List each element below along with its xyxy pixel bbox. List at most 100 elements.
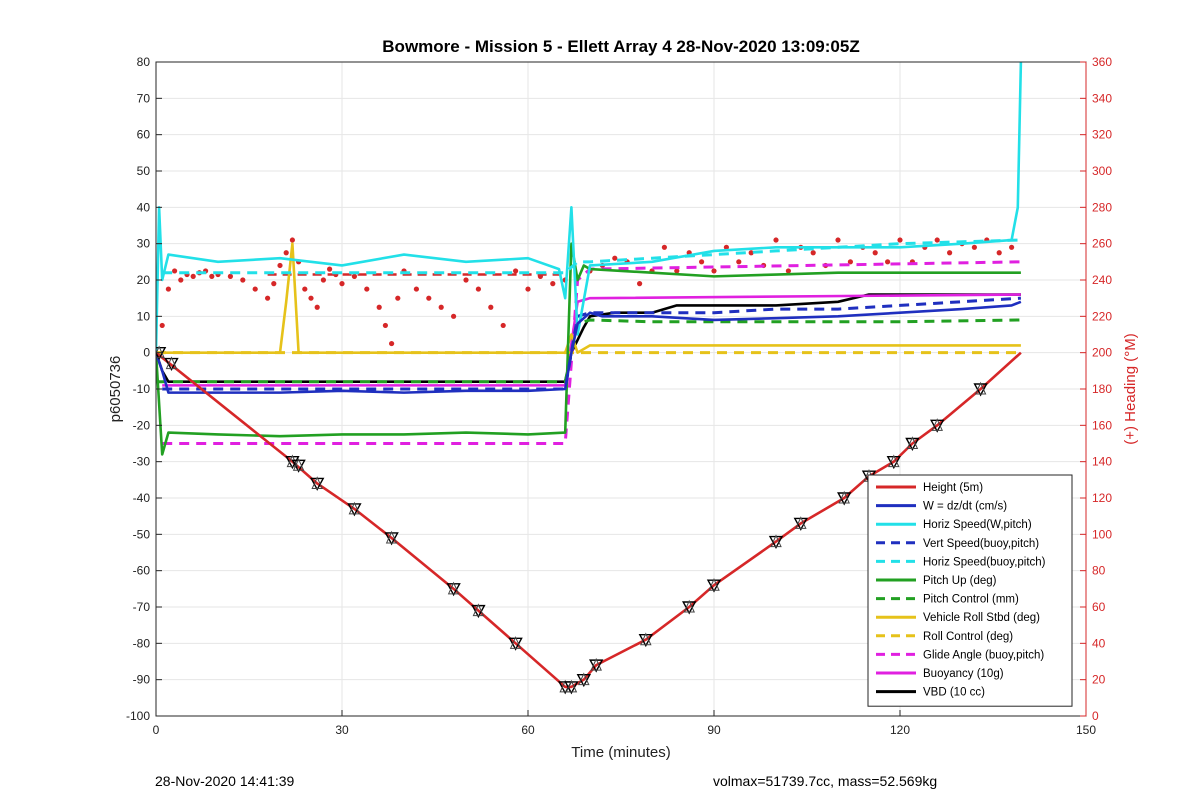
heading-point xyxy=(947,250,953,256)
heading-point xyxy=(159,322,165,329)
heading-point xyxy=(265,295,271,301)
heading-point xyxy=(302,286,308,292)
height-marker-inverse xyxy=(509,636,522,649)
heading-point xyxy=(736,259,742,265)
heading-point xyxy=(674,268,680,274)
y-tick-label: 0 xyxy=(143,346,150,360)
legend: Height (5m) W = dz/dt (cm/s) Horiz Speed(W… xyxy=(867,474,1073,707)
height-marker-inverse xyxy=(286,454,299,468)
heading-point xyxy=(289,237,295,243)
y2-tick-label: 40 xyxy=(1092,636,1106,650)
height-marker-inverse xyxy=(640,632,652,646)
heading-point xyxy=(637,281,643,287)
height-marker-inverse xyxy=(708,577,720,591)
height-marker-inverse xyxy=(795,516,807,529)
height-marker-inverse xyxy=(683,599,695,613)
heading-point xyxy=(463,277,469,283)
height-marker-inverse xyxy=(906,436,919,449)
y-tick-label: 50 xyxy=(137,164,151,178)
y-tick-label: -40 xyxy=(133,491,151,505)
heading-point xyxy=(550,281,556,287)
axes-layer: 0 30 60 90 120 15080706050403020100-10-20-30-… xyxy=(126,55,1112,737)
heading-point xyxy=(178,277,184,283)
y2-tick-label: 340 xyxy=(1092,91,1112,105)
series-line-2 xyxy=(156,300,1022,394)
legend-label: VBD (10 cc) xyxy=(923,687,985,699)
heading-point xyxy=(699,259,705,265)
series-line-5 xyxy=(162,238,1021,275)
series-group xyxy=(156,62,1023,695)
y2-tick-label: 100 xyxy=(1092,527,1112,541)
heading-point xyxy=(389,340,395,347)
y2-tick-label: 360 xyxy=(1092,55,1112,69)
series-line-4 xyxy=(162,296,1021,391)
y2-tick-label: 80 xyxy=(1092,564,1106,578)
height-marker-inverse xyxy=(385,530,398,544)
legend-label: Vert Speed(buoy,pitch) xyxy=(923,538,1039,550)
heading-point xyxy=(661,244,668,250)
heading-point xyxy=(785,268,792,274)
x-tick-label: 120 xyxy=(890,723,910,737)
y2-tick-label: 180 xyxy=(1092,382,1112,396)
legend-label: Buoyancy (10g) xyxy=(923,668,1004,680)
footer-timestamp: 28-Nov-2020 14:41:39 xyxy=(155,773,295,789)
heading-point xyxy=(190,273,196,279)
series-line-8 xyxy=(156,242,1021,354)
heading-point xyxy=(612,255,618,261)
y2-tick-label: 260 xyxy=(1092,237,1112,251)
heading-point xyxy=(314,304,320,310)
y2-tick-label: 120 xyxy=(1092,491,1112,505)
heading-point xyxy=(513,268,519,274)
heading-point xyxy=(209,273,215,279)
heading-point xyxy=(525,286,531,292)
y2-tick-label: 240 xyxy=(1092,273,1112,287)
height-marker-inverse xyxy=(165,356,178,370)
heading-point xyxy=(885,259,891,265)
height-marker-inverse xyxy=(838,490,850,504)
heading-point xyxy=(277,262,283,269)
legend-box xyxy=(867,474,1073,707)
height-marker-inverse xyxy=(292,458,305,471)
legend-label: Pitch Up (deg) xyxy=(923,575,997,587)
heading-point xyxy=(413,286,419,292)
y2-tick-label: 60 xyxy=(1092,600,1106,614)
legend-label: Horiz Speed(W,pitch) xyxy=(923,519,1032,531)
height-marker-inverse xyxy=(770,534,782,548)
y-tick-label: 10 xyxy=(137,309,151,323)
y-tick-label: -90 xyxy=(133,673,151,687)
heading-point xyxy=(971,244,978,250)
height-marker-inverse xyxy=(348,501,361,515)
series-line-7 xyxy=(156,318,1021,384)
x-tick-label: 60 xyxy=(521,723,535,737)
height-marker-inverse xyxy=(447,581,460,595)
heading-point xyxy=(426,295,432,301)
footer-stats: volmax=51739.7cc, mass=52.569kg xyxy=(713,773,938,789)
heading-point xyxy=(810,250,816,256)
legend-label: Horiz Speed(buoy,pitch) xyxy=(923,556,1046,568)
series-line-6 xyxy=(156,242,1021,456)
y-tick-label: -50 xyxy=(133,527,151,541)
y-tick-label: -100 xyxy=(126,709,150,723)
heading-point xyxy=(320,277,326,283)
heading-point xyxy=(835,237,841,243)
y-tick-label: -20 xyxy=(133,418,151,432)
heading-point xyxy=(395,295,401,301)
y-tick-label: -80 xyxy=(133,636,151,650)
height-marker-inverse xyxy=(931,418,943,431)
heading-point xyxy=(165,286,171,292)
legend-label: Pitch Control (mm) xyxy=(923,594,1019,606)
y2-tick-label: 20 xyxy=(1092,673,1106,687)
height-marker-inverse xyxy=(472,603,485,617)
y-tick-label: 70 xyxy=(137,91,151,105)
x-tick-label: 30 xyxy=(335,723,349,737)
heading-point xyxy=(339,281,345,287)
y-axis-label: p6050736 xyxy=(107,356,124,423)
legend-label: Vehicle Roll Stbd (deg) xyxy=(923,612,1040,624)
heading-point xyxy=(847,259,854,265)
y-tick-label: 30 xyxy=(137,237,151,251)
heading-point xyxy=(451,313,457,319)
heading-point xyxy=(382,322,388,329)
heading-point xyxy=(897,237,903,243)
heading-point xyxy=(723,244,730,250)
